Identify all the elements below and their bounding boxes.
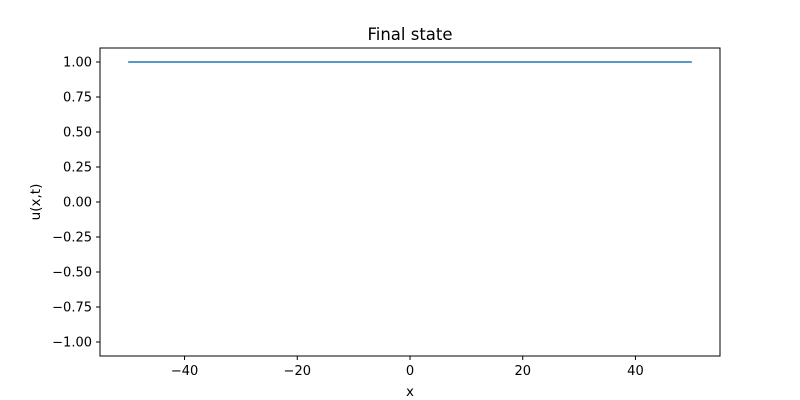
y-tick-label: 1.00 <box>63 56 92 71</box>
y-tick-label: −0.50 <box>52 266 92 281</box>
x-tick-label: −20 <box>284 364 311 379</box>
y-axis-label: u(x,t) <box>28 184 44 221</box>
plot-frame <box>99 47 721 357</box>
y-tick-label: −1.00 <box>52 336 92 351</box>
y-tick-label: −0.75 <box>52 301 92 316</box>
y-tick-label: −0.25 <box>52 231 92 246</box>
x-tick-label: 0 <box>406 364 414 379</box>
x-axis-label: x <box>406 384 414 400</box>
y-tick-label: 0.75 <box>63 91 92 106</box>
y-tick-label: 0.00 <box>63 196 92 211</box>
x-tick-label: −40 <box>171 364 198 379</box>
x-tick-label: 20 <box>514 364 531 379</box>
y-tick-label: 0.25 <box>63 161 92 176</box>
x-tick-label: 40 <box>627 364 644 379</box>
chart-title: Final state <box>367 25 452 44</box>
ticks-layer: −40 −20 0 20 40 1.00 0.75 0.50 0.25 0.00 −0.25 −0.5… <box>52 56 644 380</box>
y-tick-label: 0.50 <box>63 126 92 141</box>
